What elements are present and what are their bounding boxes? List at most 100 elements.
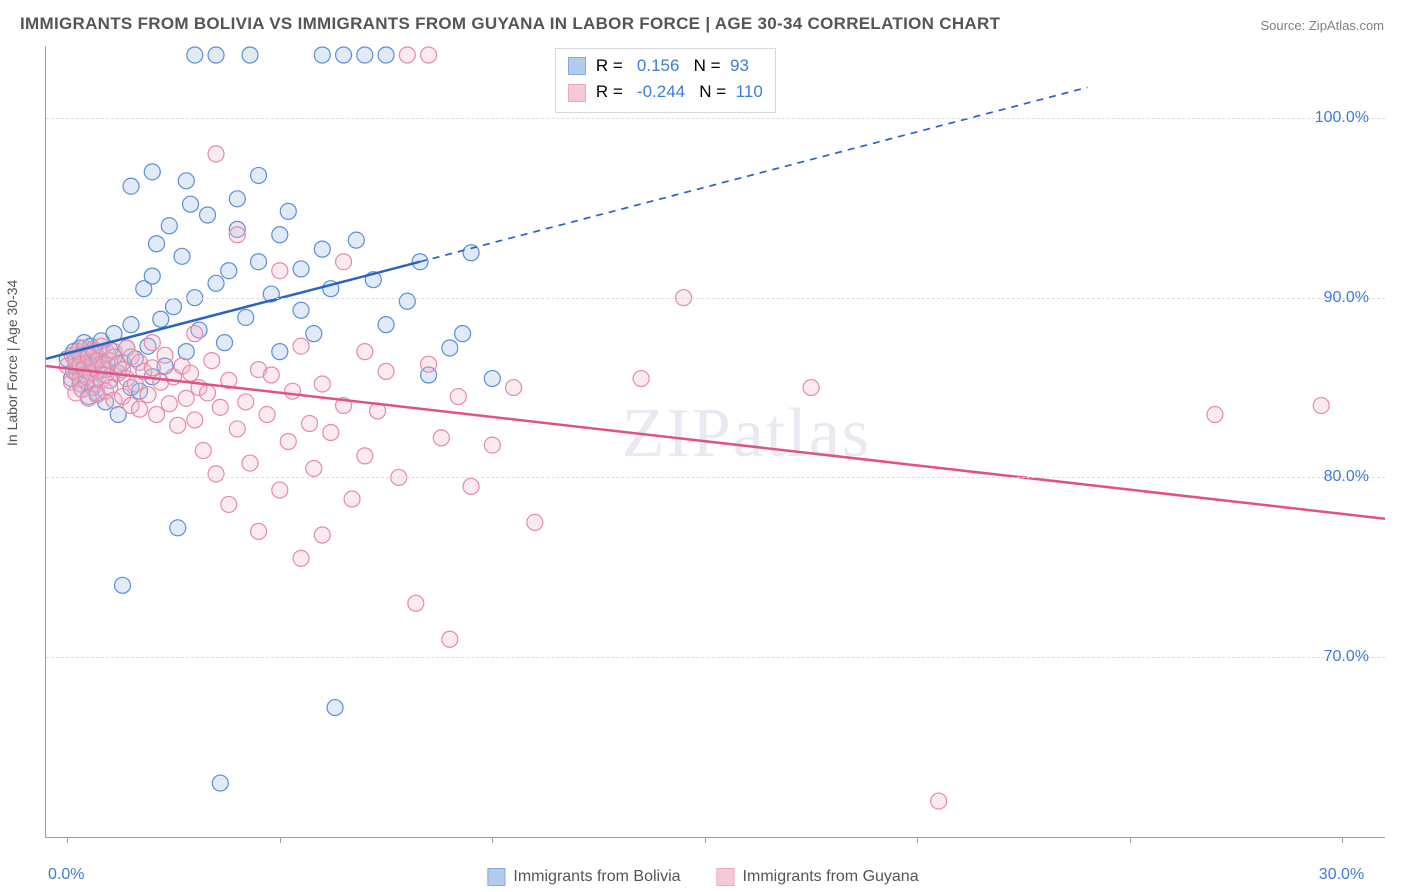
y-tick-label: 80.0% (1324, 468, 1369, 486)
scatter-point (242, 455, 258, 471)
scatter-point (149, 236, 165, 252)
chart-svg (46, 46, 1385, 837)
scatter-point (272, 482, 288, 498)
scatter-point (344, 491, 360, 507)
legend-swatch (487, 868, 505, 886)
x-tick (280, 837, 281, 843)
scatter-point (1207, 407, 1223, 423)
scatter-point (314, 241, 330, 257)
scatter-point (166, 299, 182, 315)
scatter-point (170, 520, 186, 536)
scatter-point (208, 146, 224, 162)
scatter-point (157, 347, 173, 363)
scatter-point (314, 527, 330, 543)
scatter-point (212, 775, 228, 791)
trend-line-extrapolated (420, 87, 1087, 261)
scatter-point (229, 421, 245, 437)
gridline-h (46, 298, 1385, 299)
scatter-point (272, 344, 288, 360)
scatter-point (484, 371, 500, 387)
scatter-point (306, 460, 322, 476)
scatter-point (229, 227, 245, 243)
scatter-point (280, 203, 296, 219)
scatter-point (455, 326, 471, 342)
scatter-point (140, 387, 156, 403)
scatter-point (433, 430, 449, 446)
trend-line (46, 366, 1385, 519)
scatter-point (399, 47, 415, 63)
plot-area: ZIPatlas R = 0.156 N = 93R = -0.244 N = … (45, 46, 1385, 838)
scatter-point (208, 466, 224, 482)
y-tick-label: 70.0% (1324, 648, 1369, 666)
legend-swatch (717, 868, 735, 886)
scatter-point (336, 254, 352, 270)
scatter-point (348, 232, 364, 248)
x-tick (917, 837, 918, 843)
stats-text: R = 0.156 N = 93 (596, 53, 749, 79)
scatter-point (229, 191, 245, 207)
legend-bottom: Immigrants from Bolivia Immigrants from G… (487, 868, 918, 886)
scatter-point (208, 275, 224, 291)
y-axis-title: In Labor Force | Age 30-34 (4, 280, 20, 446)
scatter-point (421, 47, 437, 63)
scatter-point (357, 47, 373, 63)
scatter-point (123, 317, 139, 333)
scatter-point (378, 47, 394, 63)
scatter-point (178, 390, 194, 406)
scatter-point (149, 407, 165, 423)
scatter-point (238, 394, 254, 410)
scatter-point (195, 442, 211, 458)
scatter-point (132, 401, 148, 417)
scatter-point (293, 302, 309, 318)
scatter-point (306, 326, 322, 342)
legend-swatch (568, 57, 586, 75)
stats-legend-box: R = 0.156 N = 93R = -0.244 N = 110 (555, 48, 776, 113)
scatter-point (144, 360, 160, 376)
scatter-point (144, 268, 160, 284)
legend-label: Immigrants from Bolivia (513, 868, 680, 886)
legend-label: Immigrants from Guyana (743, 868, 919, 886)
scatter-point (178, 344, 194, 360)
scatter-point (272, 227, 288, 243)
scatter-point (293, 338, 309, 354)
scatter-point (212, 399, 228, 415)
scatter-point (327, 700, 343, 716)
x-tick (1130, 837, 1131, 843)
gridline-h (46, 477, 1385, 478)
scatter-point (200, 207, 216, 223)
x-tick (1342, 837, 1343, 843)
scatter-point (442, 340, 458, 356)
stats-text: R = -0.244 N = 110 (596, 79, 763, 105)
x-tick-label: 30.0% (1319, 866, 1364, 884)
scatter-point (238, 309, 254, 325)
scatter-point (170, 417, 186, 433)
scatter-point (357, 448, 373, 464)
scatter-point (314, 47, 330, 63)
scatter-point (803, 380, 819, 396)
scatter-point (463, 478, 479, 494)
scatter-point (115, 577, 131, 593)
source-label: Source: ZipAtlas.com (1260, 18, 1384, 33)
scatter-point (378, 363, 394, 379)
y-tick-label: 90.0% (1324, 289, 1369, 307)
scatter-point (408, 595, 424, 611)
scatter-point (204, 353, 220, 369)
scatter-point (242, 47, 258, 63)
scatter-point (293, 261, 309, 277)
scatter-point (221, 263, 237, 279)
legend-item: Immigrants from Bolivia (487, 868, 680, 886)
x-tick (705, 837, 706, 843)
gridline-h (46, 118, 1385, 119)
stats-row: R = 0.156 N = 93 (568, 53, 763, 79)
gridline-h (46, 657, 1385, 658)
scatter-point (187, 412, 203, 428)
scatter-point (1313, 398, 1329, 414)
scatter-point (221, 496, 237, 512)
scatter-point (484, 437, 500, 453)
legend-item: Immigrants from Guyana (717, 868, 919, 886)
scatter-point (280, 434, 296, 450)
scatter-point (144, 164, 160, 180)
scatter-point (217, 335, 233, 351)
scatter-point (421, 356, 437, 372)
scatter-point (161, 396, 177, 412)
